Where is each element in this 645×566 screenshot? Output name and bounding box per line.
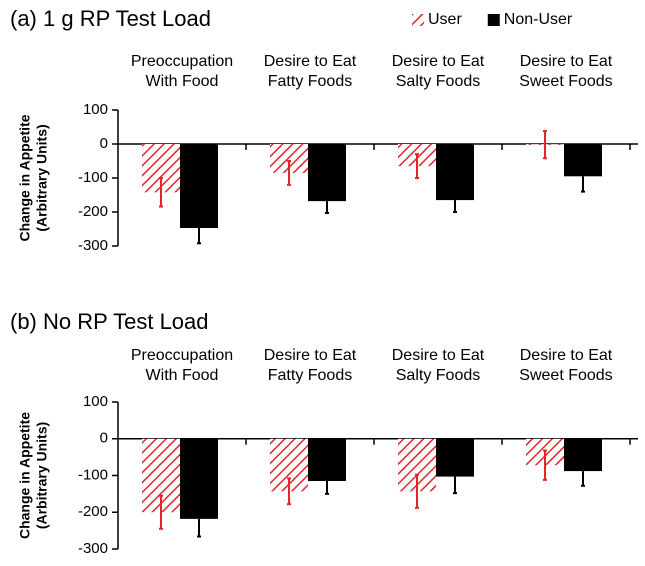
category-label: Fatty Foods: [268, 73, 352, 90]
legend-swatch: [412, 14, 424, 26]
y-tick-label: -300: [78, 237, 108, 254]
panel-title: (b) No RP Test Load: [10, 309, 209, 334]
category-label: Sweet Foods: [519, 367, 612, 384]
bar: [180, 438, 218, 519]
y-axis-label: (Arbitrary Units): [34, 422, 50, 529]
legend-label: Non-User: [504, 11, 573, 28]
category-label: Desire to Eat: [392, 347, 485, 364]
category-label: Desire to Eat: [264, 347, 357, 364]
y-tick-label: 0: [100, 430, 108, 447]
bar: [180, 144, 218, 228]
bar: [436, 438, 474, 477]
category-label: Desire to Eat: [520, 347, 613, 364]
bar: [436, 144, 474, 201]
category-label: Salty Foods: [396, 73, 480, 90]
category-label: With Food: [146, 73, 219, 90]
bar: [308, 144, 346, 202]
category-label: Fatty Foods: [268, 367, 352, 384]
y-axis-label: Change in Appetite: [17, 114, 33, 241]
bar: [308, 438, 346, 482]
category-label: Desire to Eat: [264, 53, 357, 70]
category-label: Sweet Foods: [519, 73, 612, 90]
category-label: Salty Foods: [396, 367, 480, 384]
y-axis-label: (Arbitrary Units): [34, 124, 50, 231]
y-tick-label: -100: [78, 169, 108, 186]
y-tick-label: -200: [78, 503, 108, 520]
bar: [564, 144, 602, 177]
y-tick-label: -100: [78, 466, 108, 483]
y-tick-label: 100: [83, 101, 108, 118]
y-tick-label: -300: [78, 540, 108, 557]
y-tick-label: 100: [83, 393, 108, 410]
y-tick-label: 0: [100, 135, 108, 152]
category-label: Desire to Eat: [392, 53, 485, 70]
legend-swatch: [487, 14, 500, 26]
y-axis-label: Change in Appetite: [17, 412, 33, 539]
category-label: With Food: [146, 367, 219, 384]
category-label: Desire to Eat: [520, 53, 613, 70]
legend-label: User: [428, 11, 462, 28]
y-tick-label: -200: [78, 203, 108, 220]
panel-title: (a) 1 g RP Test Load: [10, 6, 211, 31]
category-label: Preoccupation: [131, 347, 233, 364]
category-label: Preoccupation: [131, 53, 233, 70]
bar: [564, 438, 602, 472]
